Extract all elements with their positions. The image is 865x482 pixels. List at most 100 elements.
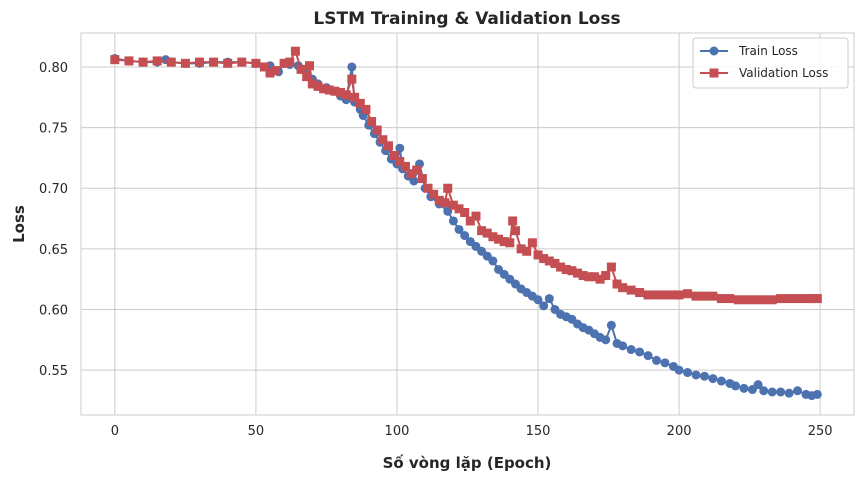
data-point [307, 79, 317, 89]
legend-box [692, 37, 849, 89]
y-tick-label: 0.80 [39, 61, 68, 76]
data-point [482, 228, 492, 238]
data-point [601, 271, 611, 281]
data-point [271, 66, 281, 76]
data-point [510, 226, 520, 236]
data-point [584, 272, 594, 282]
data-point [336, 87, 346, 97]
data-point [759, 295, 769, 305]
data-point [355, 98, 365, 108]
y-tick-label: 0.55 [39, 364, 68, 379]
data-point [110, 55, 120, 65]
data-point [801, 294, 811, 304]
data-point [626, 345, 636, 355]
data-point [691, 291, 701, 301]
data-point [330, 86, 340, 96]
data-point [784, 388, 794, 398]
data-point [400, 161, 410, 171]
data-point [601, 335, 611, 345]
data-point [350, 92, 360, 102]
data-point [465, 216, 475, 226]
data-point [635, 288, 645, 298]
data-point [389, 150, 399, 160]
data-point [618, 283, 628, 293]
data-point [539, 254, 549, 264]
data-point [285, 57, 295, 67]
data-point [674, 365, 684, 375]
data-point [807, 294, 817, 304]
data-point [448, 200, 458, 210]
data-point [378, 135, 388, 145]
legend-train-marker [709, 46, 719, 56]
data-point [347, 74, 357, 84]
data-point [237, 57, 247, 67]
data-point [395, 143, 405, 153]
data-point [544, 294, 554, 304]
x-tick-label: 250 [808, 424, 833, 439]
data-point [409, 176, 419, 186]
data-point [544, 256, 554, 266]
data-point [460, 207, 470, 217]
x-tick-label: 100 [385, 424, 410, 439]
chart-title: LSTM Training & Validation Loss [313, 9, 620, 29]
data-point [793, 386, 803, 396]
data-point [180, 58, 190, 68]
y-axis-label: Loss [10, 205, 28, 243]
data-point [731, 381, 741, 391]
data-point [138, 57, 148, 67]
data-point [739, 383, 749, 393]
data-point [668, 290, 678, 300]
data-point [759, 386, 769, 396]
legend: Train Loss Validation Loss [692, 37, 849, 89]
data-point [265, 68, 275, 78]
data-point [434, 195, 444, 205]
data-point [305, 61, 315, 71]
data-point [471, 211, 481, 221]
gridlines [81, 33, 854, 415]
data-point [406, 169, 416, 179]
data-point [367, 117, 377, 127]
data-point [454, 204, 464, 214]
data-point [606, 320, 616, 330]
data-point [152, 56, 162, 66]
data-point [660, 358, 670, 368]
data-point [395, 157, 405, 167]
data-point [618, 341, 628, 351]
data-point [606, 262, 616, 272]
data-point [750, 295, 760, 305]
data-point [573, 268, 583, 278]
data-point [429, 189, 439, 199]
data-point [251, 58, 261, 68]
data-point [527, 238, 537, 248]
data-point [725, 294, 735, 304]
data-point [460, 231, 470, 241]
data-point [812, 294, 822, 304]
data-point [290, 46, 300, 56]
data-point [440, 198, 450, 208]
data-point [674, 290, 684, 300]
data-point [742, 295, 752, 305]
series-layer [110, 46, 822, 401]
data-point [313, 81, 323, 91]
data-point [626, 285, 636, 295]
data-point [508, 216, 518, 226]
legend-validation-marker [709, 68, 719, 78]
data-point [699, 291, 709, 301]
data-point [561, 264, 571, 274]
data-point [708, 374, 718, 384]
data-point [533, 250, 543, 260]
data-point [324, 85, 334, 95]
data-point [488, 256, 498, 266]
data-point [522, 246, 532, 256]
data-point [767, 295, 777, 305]
data-point [753, 380, 763, 390]
data-point [556, 262, 566, 272]
data-point [499, 237, 509, 247]
data-point [443, 183, 453, 193]
data-point [347, 62, 357, 72]
data-point [812, 389, 822, 399]
data-point [767, 387, 777, 397]
data-point [454, 224, 464, 234]
plot-frame [80, 32, 855, 416]
